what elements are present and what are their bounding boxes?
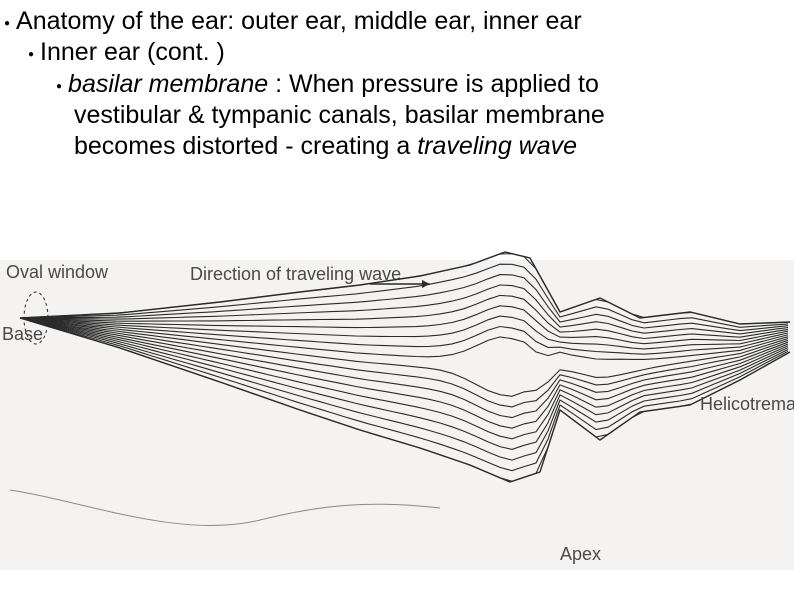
bullet-dot: ● [4, 19, 10, 29]
bullet-l3-line1: basilar membrane : When pressure is appl… [68, 69, 599, 100]
text-block: ● Anatomy of the ear: outer ear, middle … [4, 6, 786, 162]
bullet-l3-rest: : When pressure is applied to [268, 70, 599, 98]
svg-text:Apex: Apex [560, 544, 601, 564]
svg-text:Direction of traveling wave: Direction of traveling wave [190, 264, 401, 284]
svg-text:Oval window: Oval window [6, 262, 109, 282]
basilar-membrane-diagram: Oval window Direction of traveling wave Ba… [0, 240, 794, 595]
bullet-l1: ● Anatomy of the ear: outer ear, middle … [4, 6, 786, 37]
bullet-dot: ● [28, 50, 34, 60]
svg-text:Helicotrema: Helicotrema [700, 394, 794, 414]
svg-text:Base: Base [2, 324, 43, 344]
bullet-l1-text: Anatomy of the ear: outer ear, middle ea… [16, 6, 582, 37]
bullet-l3-em: basilar membrane [68, 70, 268, 98]
bullet-l3-line3-em: traveling wave [417, 132, 577, 160]
bullet-l2-text: Inner ear (cont. ) [40, 37, 225, 68]
bullet-dot: ● [56, 82, 62, 92]
bullet-l3: ● basilar membrane : When pressure is ap… [56, 69, 786, 100]
bullet-l2: ● Inner ear (cont. ) [28, 37, 786, 68]
bullet-l3-line2: vestibular & tympanic canals, basilar me… [74, 100, 786, 131]
bullet-l3-line3-wrap: becomes distorted - creating a traveling… [74, 131, 786, 162]
bullet-l3-line3: becomes distorted - creating a [74, 132, 417, 160]
